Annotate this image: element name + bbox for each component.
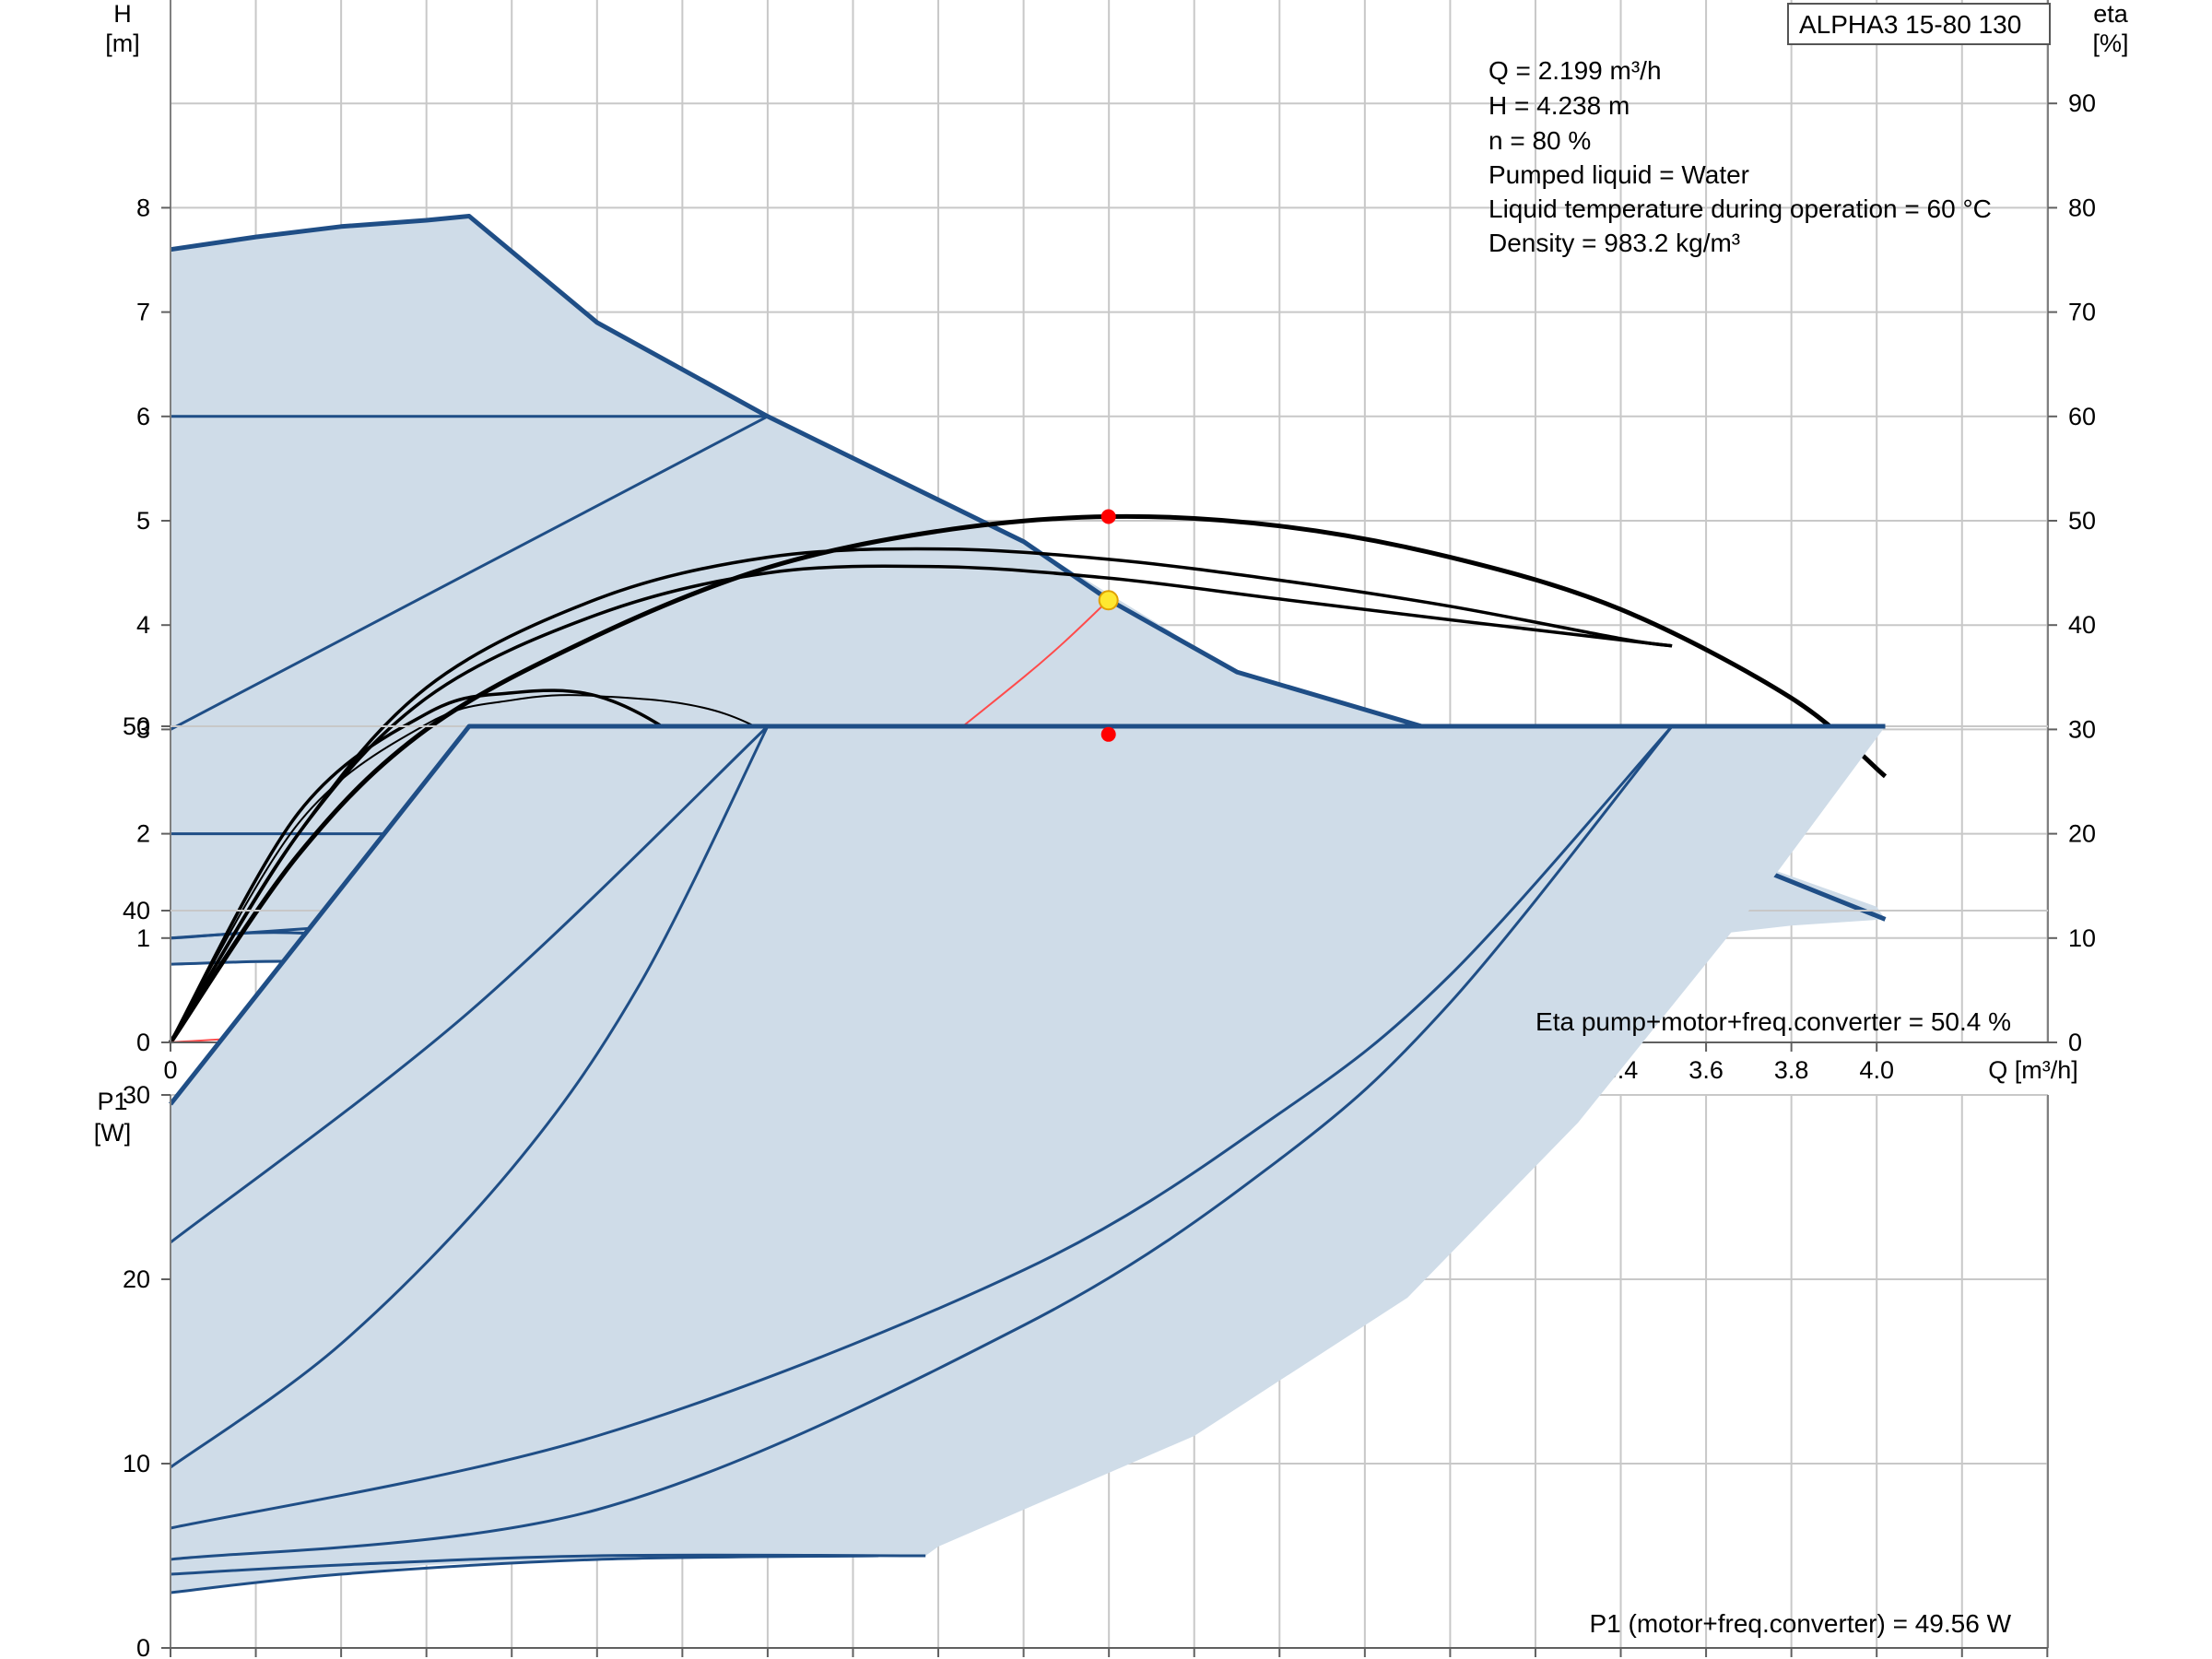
- power-curve-min-b: [170, 1554, 879, 1594]
- y2-tick-label: 0: [2068, 1029, 2082, 1056]
- power-axis-label: P1: [97, 1088, 127, 1115]
- duty-point-power: [1100, 726, 1116, 742]
- info-temperature: Liquid temperature during operation = 60…: [1488, 194, 1992, 223]
- y-tick-label: 5: [136, 507, 150, 535]
- info-head: H = 4.238 m: [1488, 91, 1630, 120]
- y-tick-label: 6: [136, 403, 150, 430]
- power-curves: [169, 724, 1886, 1594]
- info-speed: n = 80 %: [1488, 126, 1591, 155]
- y-tick-label: 20: [123, 1265, 150, 1293]
- power-curve-pp-low: [170, 725, 1674, 1561]
- y-tick-label: 0: [136, 1634, 150, 1659]
- power-duty-points: [1100, 726, 1116, 742]
- y2-tick-label: 20: [2068, 820, 2096, 848]
- y2-tick-label: 70: [2068, 299, 2096, 326]
- eta-note: Eta pump+motor+freq.converter = 50.4 %: [1535, 1007, 2011, 1036]
- y-tick-label: 10: [123, 1450, 150, 1477]
- y-tick-label: 50: [123, 712, 150, 740]
- power-curve-max: [169, 724, 1886, 1106]
- x-tick-label: 4.0: [1859, 1056, 1894, 1084]
- y2-tick-label: 10: [2068, 924, 2096, 952]
- head-duty-points: [1098, 509, 1119, 611]
- y-tick-label: 0: [136, 1029, 150, 1056]
- duty-point-head: [1098, 590, 1119, 611]
- y2-tick-label: 80: [2068, 194, 2096, 221]
- y-tick-label: 1: [136, 924, 150, 952]
- y-tick-label: 30: [123, 1081, 150, 1109]
- power-envelope: [171, 726, 1886, 1593]
- head-axis-unit: [m]: [105, 29, 140, 57]
- eta-curve-duty: [168, 513, 1888, 1044]
- y2-tick-label: 50: [2068, 507, 2096, 535]
- info-liquid: Pumped liquid = Water: [1488, 160, 1749, 189]
- x-tick-label: 3.6: [1688, 1056, 1724, 1084]
- x-tick-label: 3.8: [1774, 1056, 1809, 1084]
- model-label: ALPHA3 15-80 130: [1799, 10, 2021, 39]
- head-curve-proportional-pressure-high: [170, 415, 769, 731]
- y2-tick-label: 60: [2068, 403, 2096, 430]
- flow-axis-label: Q [m³/h]: [1988, 1056, 2078, 1084]
- info-density: Density = 983.2 kg/m³: [1488, 229, 1740, 257]
- y-tick-label: 40: [123, 897, 150, 924]
- y-tick-label: 7: [136, 299, 150, 326]
- power-axis-unit: [W]: [94, 1119, 132, 1147]
- p1-note: P1 (motor+freq.converter) = 49.56 W: [1589, 1609, 2011, 1638]
- duty-point-eta: [1100, 509, 1116, 524]
- y2-tick-label: 90: [2068, 89, 2096, 117]
- eta-axis-label: eta: [2093, 0, 2129, 28]
- power-envelope-area: [171, 726, 1886, 1593]
- power-curve-cp-high: [170, 724, 769, 1244]
- model-label-box: [1787, 3, 2051, 45]
- y-tick-label: 4: [136, 611, 150, 639]
- power-curve-pp-high: [170, 725, 770, 1469]
- y-tick-label: 8: [136, 194, 150, 221]
- power-curve-cp-low: [170, 725, 1674, 1530]
- y-tick-label: 3: [136, 715, 150, 743]
- info-flow: Q = 2.199 m³/h: [1488, 56, 1662, 85]
- y-tick-label: 2: [136, 820, 150, 848]
- eta-axis-unit: [%]: [2092, 29, 2128, 57]
- y2-tick-label: 30: [2068, 715, 2096, 743]
- head-axis-label: H: [113, 0, 132, 28]
- eta-curve-eta-b: [169, 547, 1673, 1043]
- x-tick-label: 0: [163, 1056, 177, 1084]
- y2-tick-label: 40: [2068, 611, 2096, 639]
